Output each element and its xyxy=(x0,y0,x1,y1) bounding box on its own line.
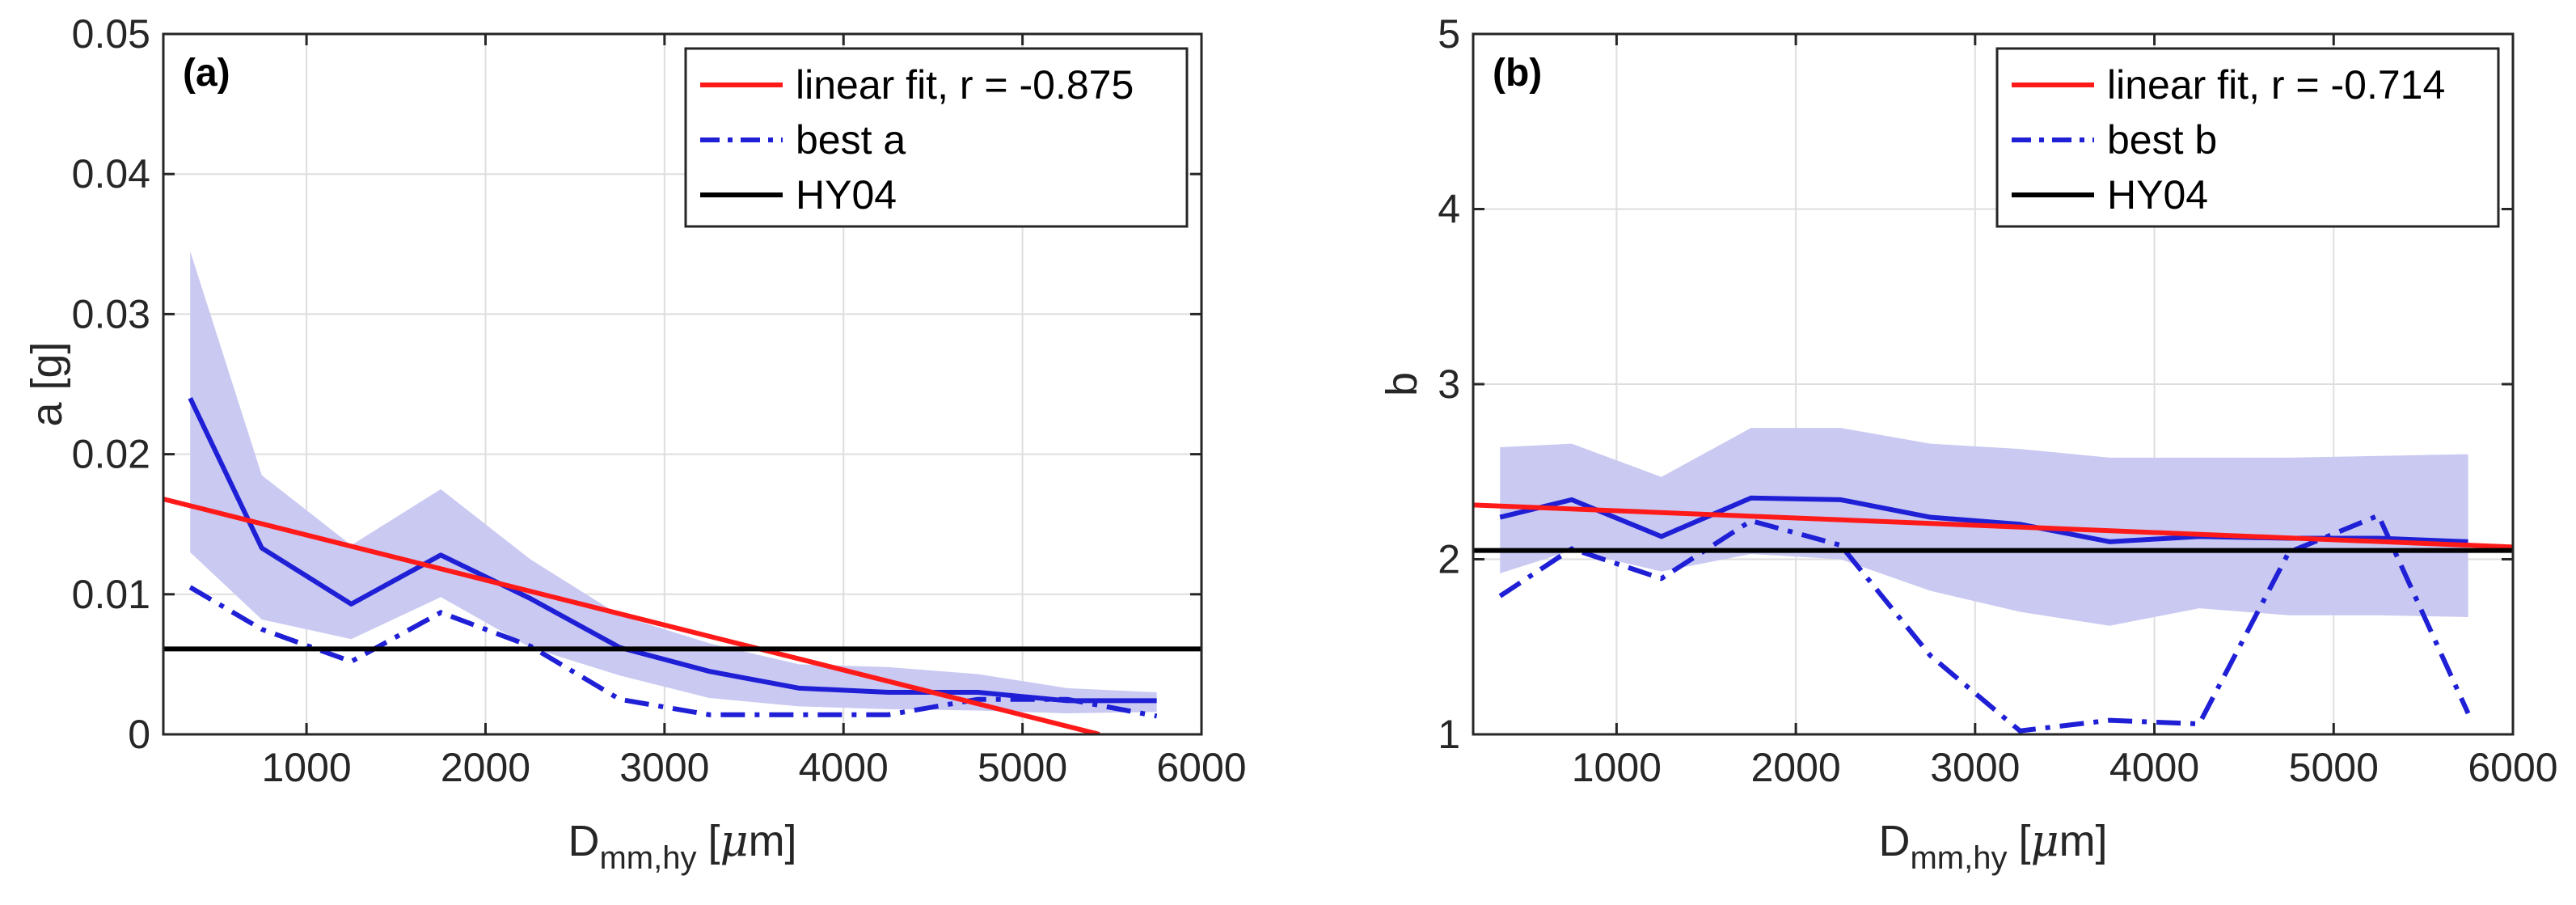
x-axis-label-unit-open: [ xyxy=(707,817,720,865)
spread-band xyxy=(190,251,1157,714)
linear-fit-line xyxy=(1473,502,2513,550)
x-tick-label: 5000 xyxy=(2289,745,2379,790)
legend-entry: best b xyxy=(2107,117,2217,163)
x-tick-label: 4000 xyxy=(799,745,889,790)
x-axis-label-main: D xyxy=(1878,817,1910,865)
x-axis-label-unit-mu: μ xyxy=(720,815,748,866)
x-tick-label: 6000 xyxy=(2468,745,2557,790)
best-fit-series-line xyxy=(188,585,1158,719)
y-tick-label: 2 xyxy=(1438,537,1460,582)
x-tick-label: 6000 xyxy=(1156,745,1246,790)
x-tick-label: 3000 xyxy=(619,745,709,790)
x-tick-label: 4000 xyxy=(2109,745,2199,790)
legend-entry: HY04 xyxy=(796,172,897,218)
x-tick-label: 1000 xyxy=(1572,745,1662,790)
y-tick-label: 0.01 xyxy=(72,572,150,617)
x-axis-label-main: D xyxy=(568,817,599,865)
x-axis-label-unit-close: m] xyxy=(749,817,797,865)
x-tick-label: 5000 xyxy=(978,745,1067,790)
best-fit-series-line xyxy=(1498,513,2471,734)
x-axis-label-unit-mu: μ xyxy=(2030,815,2059,866)
x-axis-label-subscript: mm,hy xyxy=(1910,840,2007,876)
x-axis-label-unit-open: [ xyxy=(2018,817,2030,865)
panel-b: 1000 2000 3000 4000 5000 6000 1 2 3 4 5 Dmm,hy [μm] b… xyxy=(1378,11,2558,876)
y-tick-label: 0 xyxy=(128,712,150,757)
y-tick-label: 0.02 xyxy=(72,432,150,477)
x-tick-label: 3000 xyxy=(1930,745,2020,790)
legend-entry: linear fit, r = -0.714 xyxy=(2107,62,2445,108)
panel-a: 1000 2000 3000 4000 5000 6000 0 0.01 0.02 0.03 0.0… xyxy=(23,11,1247,876)
x-axis-label-unit-close: m] xyxy=(2059,817,2108,865)
y-tick-label: 3 xyxy=(1438,362,1460,407)
y-axis-label: a [g] xyxy=(23,341,71,426)
x-tick-label: 2000 xyxy=(1750,745,1840,790)
y-tick-label: 0.05 xyxy=(72,11,150,57)
x-axis-label-subscript: mm,hy xyxy=(599,840,696,876)
x-tick-label: 1000 xyxy=(261,745,351,790)
plot-content xyxy=(1473,428,2513,734)
linear-fit-line xyxy=(163,497,1100,734)
y-tick-label: 1 xyxy=(1438,712,1460,757)
panel-label: (b) xyxy=(1493,52,1542,95)
legend-entry: linear fit, r = -0.875 xyxy=(796,62,1134,108)
x-axis-label: Dmm,hy [μm] xyxy=(1878,815,2107,876)
y-tick-label: 0.03 xyxy=(72,291,150,336)
legend-entry: HY04 xyxy=(2107,172,2208,218)
y-tick-label: 0.04 xyxy=(72,151,150,197)
axes-box xyxy=(162,32,1203,736)
x-tick-label: 2000 xyxy=(441,745,530,790)
x-axis-label: Dmm,hy [μm] xyxy=(568,815,796,876)
legend-entry: best a xyxy=(796,117,906,163)
panel-label: (a) xyxy=(183,52,230,95)
y-tick-label: 5 xyxy=(1438,11,1460,57)
y-axis-label: b xyxy=(1378,372,1426,396)
plot-content xyxy=(163,251,1201,734)
median-series-line xyxy=(188,397,1157,704)
y-tick-label: 4 xyxy=(1438,187,1460,232)
